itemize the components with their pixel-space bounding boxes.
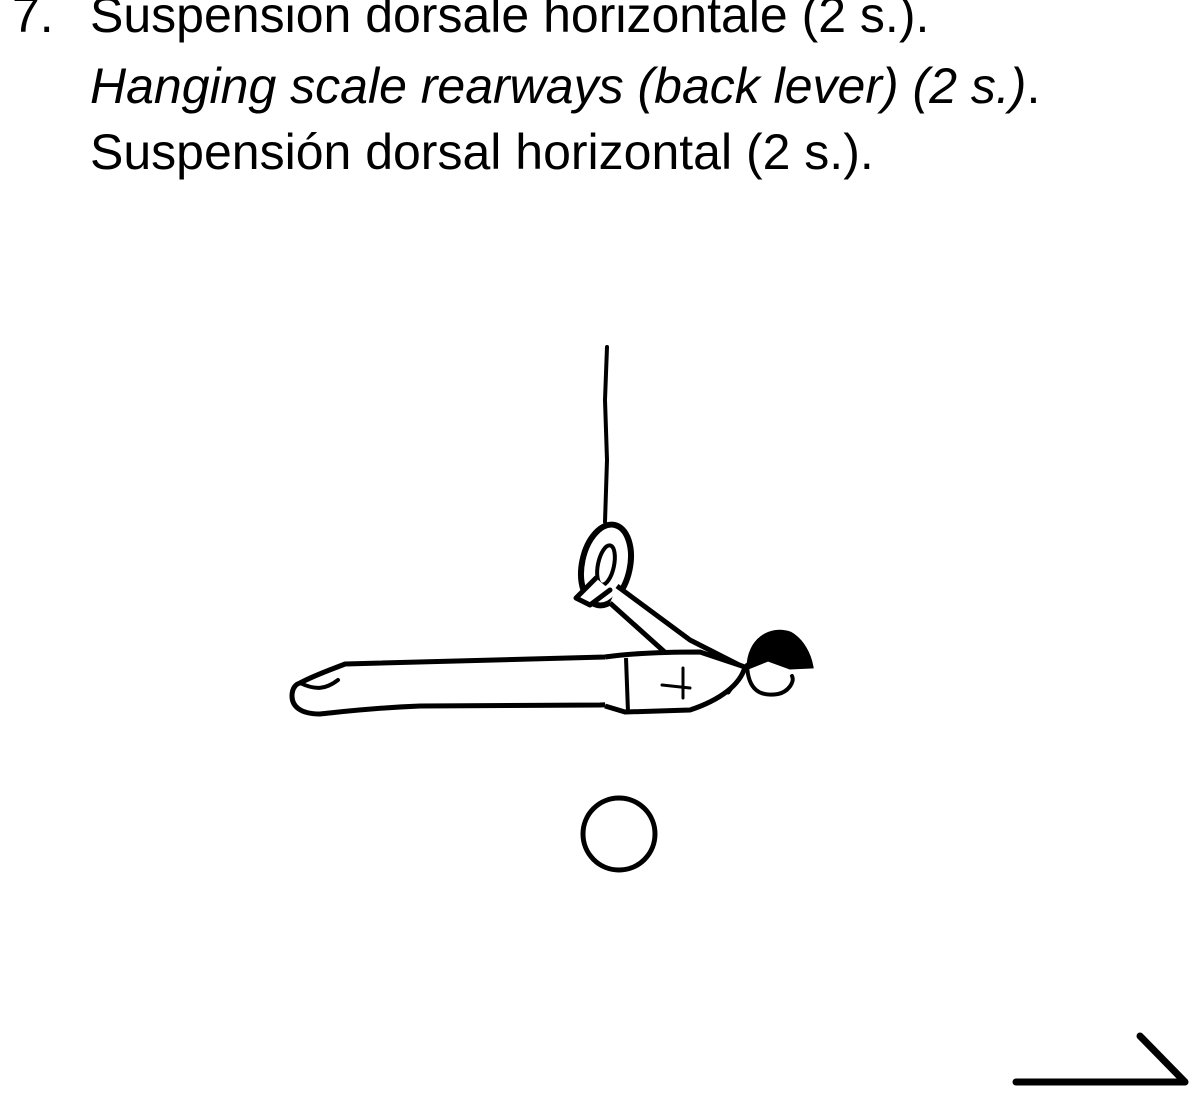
item-number: 7. bbox=[12, 0, 54, 43]
caption-spanish: Suspensión dorsal horizontal (2 s.). bbox=[90, 124, 874, 180]
caption-english: Hanging scale rearways (back lever) (2 s… bbox=[90, 61, 1040, 111]
hair bbox=[746, 629, 814, 671]
head bbox=[745, 663, 795, 697]
next-arrow-icon bbox=[1012, 1032, 1189, 1086]
legs bbox=[289, 653, 628, 717]
circle-symbol bbox=[580, 795, 658, 873]
hand bbox=[573, 575, 613, 608]
foot-line bbox=[298, 678, 340, 690]
caption-english-period: . bbox=[1026, 58, 1041, 114]
ring-strap bbox=[602, 345, 610, 524]
caption-english-text: Hanging scale rearways (back lever) (2 s… bbox=[90, 58, 1027, 114]
hip-mark bbox=[660, 666, 692, 700]
waist-line bbox=[624, 657, 630, 713]
caption-french: Suspension dorsale horizontale (2 s.). bbox=[90, 0, 930, 43]
torso bbox=[604, 649, 748, 715]
